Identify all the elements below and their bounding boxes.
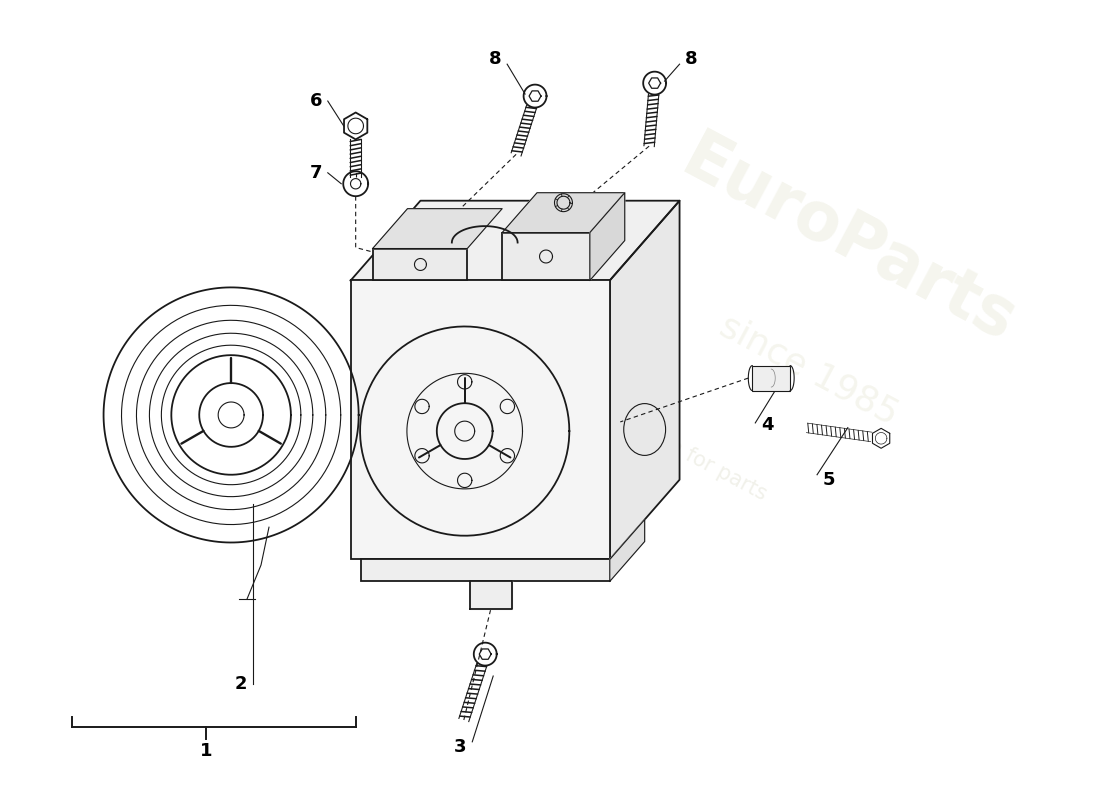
Text: 8: 8 <box>685 50 697 68</box>
Text: 5: 5 <box>823 470 835 489</box>
Text: EuroParts: EuroParts <box>671 125 1027 356</box>
Polygon shape <box>590 193 625 281</box>
Text: 4: 4 <box>761 416 773 434</box>
Polygon shape <box>503 193 625 233</box>
Text: 8: 8 <box>488 50 502 68</box>
Polygon shape <box>471 582 513 610</box>
Text: 1: 1 <box>200 742 212 760</box>
Bar <box>503 233 590 281</box>
Bar <box>361 559 609 582</box>
Text: since 1985: since 1985 <box>714 309 904 431</box>
Text: 2: 2 <box>234 675 248 693</box>
Text: 3: 3 <box>454 738 466 756</box>
Polygon shape <box>609 519 645 582</box>
Bar <box>373 249 468 281</box>
Text: 7: 7 <box>309 164 322 182</box>
Text: a passion for parts: a passion for parts <box>588 395 770 504</box>
Bar <box>351 281 609 559</box>
Polygon shape <box>609 201 680 559</box>
Bar <box>752 366 790 390</box>
Text: 6: 6 <box>309 92 322 110</box>
Polygon shape <box>351 201 680 281</box>
Polygon shape <box>373 209 503 249</box>
